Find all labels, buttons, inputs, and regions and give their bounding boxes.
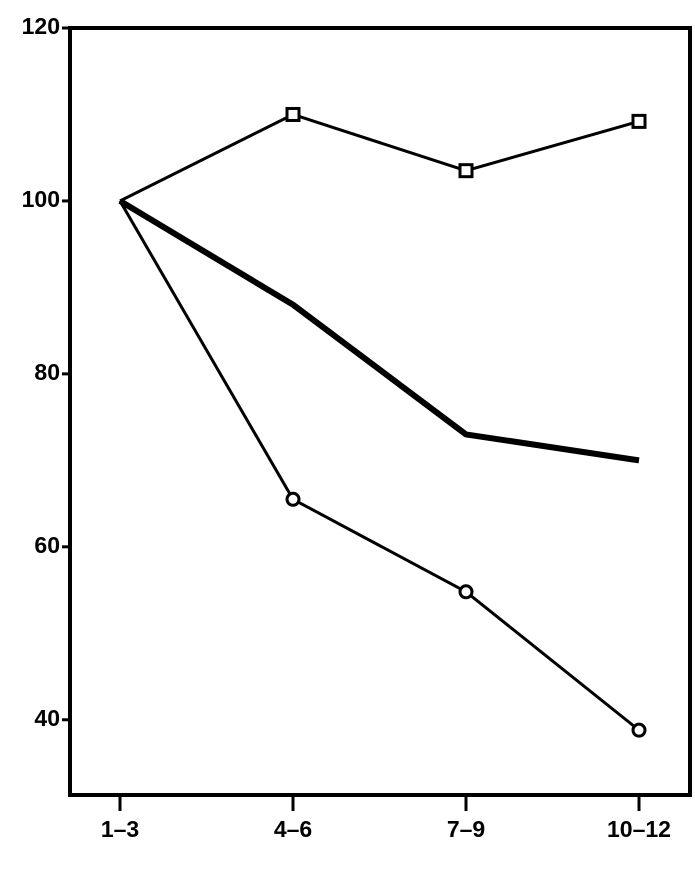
- data-line: [118, 198, 640, 464]
- data-line: [118, 200, 640, 732]
- data-line: [119, 112, 640, 203]
- x-tick-label: 10–12: [607, 816, 671, 842]
- data-point: [631, 722, 647, 738]
- data-point: [458, 584, 474, 600]
- data-point: [285, 106, 301, 122]
- data-point: [285, 491, 301, 507]
- x-tick-label: 1–3: [101, 816, 139, 842]
- y-tick-label: 120: [22, 13, 60, 39]
- y-tick-label: 60: [34, 532, 60, 558]
- data-point: [631, 113, 647, 129]
- y-tick-label: 100: [22, 186, 60, 212]
- data-point: [458, 163, 474, 179]
- x-tick-label: 4–6: [274, 816, 312, 842]
- y-tick-label: 40: [34, 705, 60, 731]
- y-tick-label: 80: [34, 359, 60, 385]
- plot-frame: [68, 26, 692, 797]
- x-tick-label: 7–9: [447, 816, 485, 842]
